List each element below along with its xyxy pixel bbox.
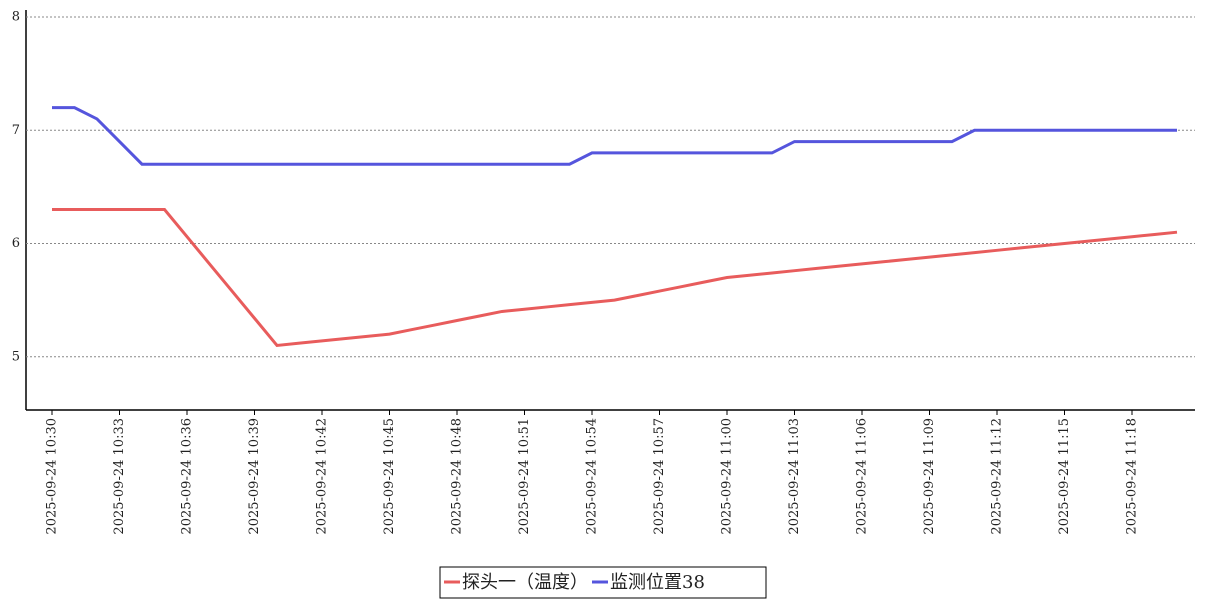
x-tick-label: 2025-09-24 11:00: [720, 418, 735, 535]
x-tick-label: 2025-09-24 10:57: [652, 418, 667, 535]
x-tick-label: 2025-09-24 11:18: [1125, 418, 1140, 535]
x-tick-label: 2025-09-24 11:12: [990, 418, 1005, 535]
x-tick-label: 2025-09-24 10:36: [180, 418, 195, 535]
y-tick-label: 6: [12, 236, 20, 251]
series-line: [52, 208, 1178, 348]
x-tick-label: 2025-09-24 10:30: [45, 418, 60, 535]
x-tick-label: 2025-09-24 10:39: [247, 418, 262, 535]
legend-label: 探头一（温度）: [462, 572, 588, 593]
x-tick-label: 2025-09-24 10:51: [517, 418, 532, 535]
y-tick-label: 8: [12, 10, 20, 25]
legend: 探头一（温度） 监测位置38: [444, 572, 705, 593]
legend-label: 监测位置38: [610, 572, 705, 593]
y-tick-label: 7: [12, 123, 20, 138]
x-tick-label: 2025-09-24 10:42: [315, 418, 330, 535]
series-line: [52, 106, 1177, 166]
x-tick-label: 2025-09-24 11:09: [922, 418, 937, 535]
x-tick-label: 2025-09-24 10:54: [585, 418, 600, 535]
y-tick-label: 5: [12, 349, 20, 364]
x-tick-label: 2025-09-24 10:48: [450, 418, 465, 535]
x-tick-label: 2025-09-24 11:15: [1057, 418, 1072, 535]
x-tick-label: 2025-09-24 10:33: [112, 418, 127, 535]
x-tick-label: 2025-09-24 11:06: [855, 418, 870, 535]
x-tick-label: 2025-09-24 10:45: [382, 418, 397, 535]
x-tick-label: 2025-09-24 11:03: [787, 418, 802, 535]
